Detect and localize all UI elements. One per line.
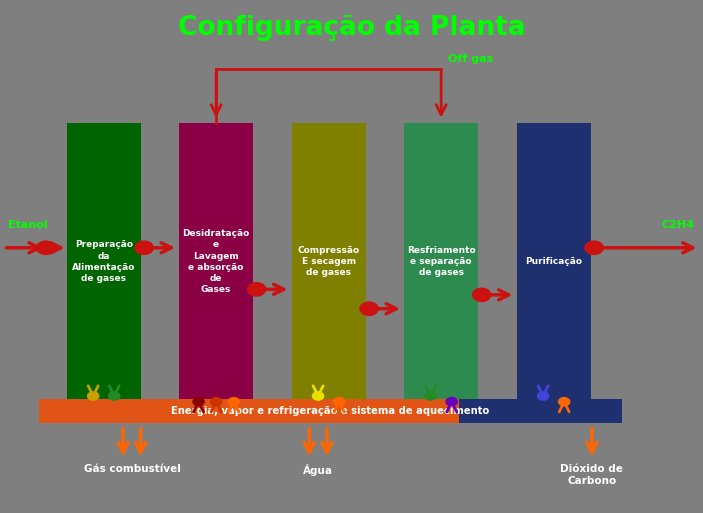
Bar (179, 123, 253, 400)
Bar (404, 123, 478, 400)
Text: C2H4: C2H4 (662, 220, 695, 230)
Circle shape (446, 398, 457, 406)
Text: Purificação: Purificação (525, 257, 582, 266)
Circle shape (472, 288, 491, 302)
Circle shape (585, 241, 603, 254)
Circle shape (360, 302, 378, 315)
Text: Resfriamento
e separação
de gases: Resfriamento e separação de gases (407, 246, 475, 277)
Text: Configuração da Planta: Configuração da Planta (178, 15, 525, 41)
Bar (517, 123, 591, 400)
Circle shape (537, 392, 549, 400)
Circle shape (37, 241, 55, 254)
Circle shape (312, 392, 323, 400)
Text: Preparação
da
Alimentação
de gases: Preparação da Alimentação de gases (72, 241, 136, 283)
Text: Compressão
E secagem
de gases: Compressão E secagem de gases (297, 246, 360, 277)
Circle shape (559, 398, 570, 406)
Bar (39, 399, 459, 423)
Circle shape (108, 392, 120, 400)
Circle shape (247, 283, 266, 296)
Text: Etanol: Etanol (8, 220, 48, 230)
Bar (292, 123, 366, 400)
Circle shape (211, 398, 222, 406)
Text: Off gas: Off gas (449, 54, 494, 64)
Circle shape (88, 392, 98, 400)
Bar (67, 123, 141, 400)
Text: Água: Água (303, 464, 333, 476)
Circle shape (135, 241, 153, 254)
Circle shape (228, 398, 239, 406)
Bar (459, 399, 622, 423)
Circle shape (333, 398, 345, 406)
Text: Desidratação
e
Lavagem
e absorção
de
Gases: Desidratação e Lavagem e absorção de Gas… (183, 229, 250, 294)
Circle shape (193, 398, 204, 406)
Circle shape (425, 392, 436, 400)
Text: Energia, vapor e refrigeração e sistema de aquecimento: Energia, vapor e refrigeração e sistema … (172, 406, 489, 416)
Text: Gás combustível: Gás combustível (84, 464, 181, 474)
Text: Dióxido de
Carbono: Dióxido de Carbono (560, 464, 624, 486)
